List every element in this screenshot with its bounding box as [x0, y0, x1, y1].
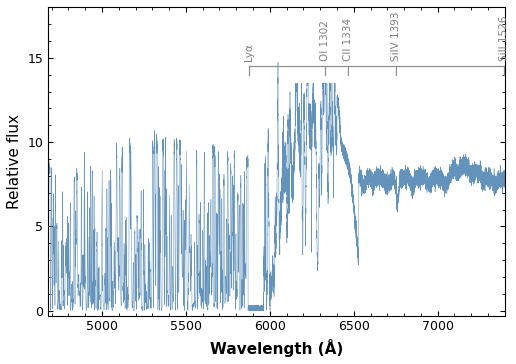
Text: SiIV 1393: SiIV 1393 — [391, 12, 401, 61]
Y-axis label: Relative flux: Relative flux — [7, 114, 22, 209]
Text: SiII 1526: SiII 1526 — [499, 16, 509, 61]
Text: OI 1302: OI 1302 — [320, 20, 330, 61]
Text: Lyα: Lyα — [244, 44, 254, 61]
Text: CII 1334: CII 1334 — [343, 18, 353, 61]
X-axis label: Wavelength (Å): Wavelength (Å) — [210, 339, 343, 357]
